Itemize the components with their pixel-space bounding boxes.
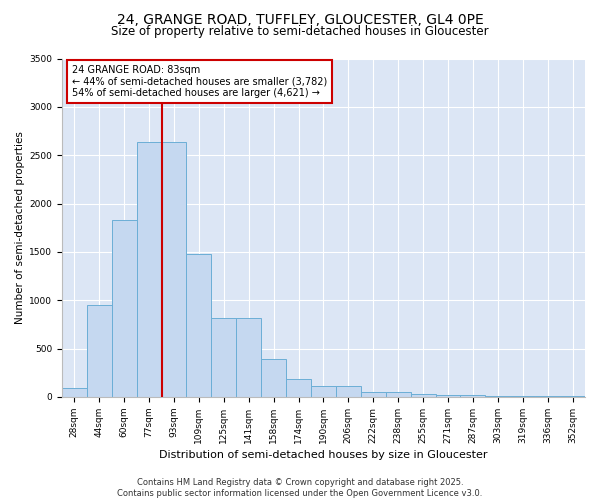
Bar xyxy=(286,379,311,397)
Bar xyxy=(510,396,535,397)
Bar xyxy=(236,318,261,397)
Bar xyxy=(137,142,161,397)
Bar xyxy=(161,142,187,397)
Text: Size of property relative to semi-detached houses in Gloucester: Size of property relative to semi-detach… xyxy=(111,25,489,38)
Bar xyxy=(386,392,410,397)
Bar xyxy=(62,388,87,397)
Bar xyxy=(460,395,485,397)
Bar xyxy=(261,359,286,397)
Bar xyxy=(311,386,336,397)
Bar xyxy=(361,392,386,397)
Y-axis label: Number of semi-detached properties: Number of semi-detached properties xyxy=(15,132,25,324)
Bar xyxy=(187,254,211,397)
Bar xyxy=(87,305,112,397)
Text: Contains HM Land Registry data © Crown copyright and database right 2025.
Contai: Contains HM Land Registry data © Crown c… xyxy=(118,478,482,498)
X-axis label: Distribution of semi-detached houses by size in Gloucester: Distribution of semi-detached houses by … xyxy=(159,450,488,460)
Bar xyxy=(112,220,137,397)
Bar xyxy=(211,318,236,397)
Text: 24, GRANGE ROAD, TUFFLEY, GLOUCESTER, GL4 0PE: 24, GRANGE ROAD, TUFFLEY, GLOUCESTER, GL… xyxy=(116,12,484,26)
Bar xyxy=(436,395,460,397)
Bar xyxy=(410,394,436,397)
Bar xyxy=(535,396,560,397)
Bar xyxy=(485,396,510,397)
Text: 24 GRANGE ROAD: 83sqm
← 44% of semi-detached houses are smaller (3,782)
54% of s: 24 GRANGE ROAD: 83sqm ← 44% of semi-deta… xyxy=(73,66,328,98)
Bar xyxy=(336,386,361,397)
